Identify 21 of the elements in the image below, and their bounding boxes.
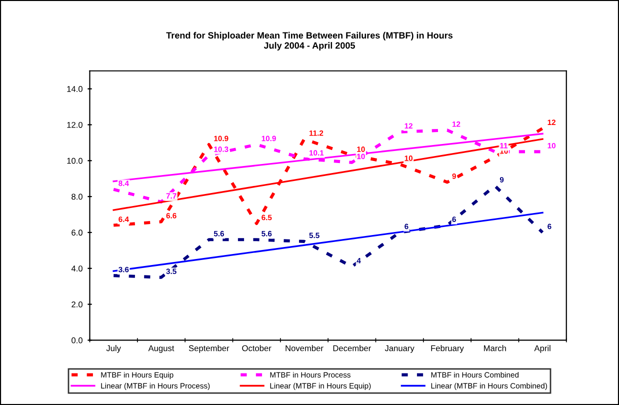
x-tick-label: February [431,345,464,353]
x-tick-label: October [242,345,272,352]
y-tick-label: 0.0 [72,337,82,344]
x-tick-label: December [333,345,371,352]
y-tick-label: 4.0 [71,266,82,272]
x-tick-label: November [286,345,324,352]
y-tick-label: 14.0 [67,86,82,92]
y-tick-label: 8.0 [72,194,82,200]
chart-subtitle: July 2004 - April 2005 [264,42,355,50]
y-tick-label: 10.0 [67,158,82,164]
y-tick-label: 12.0 [67,122,82,128]
line-series [112,184,544,279]
chart-title: Trend for Shiploader Mean Time Between Failures (MTBF) in Hours [166,32,453,40]
x-tick-label: August [148,345,174,353]
y-tick-label: 6.0 [72,230,82,236]
x-tick-label: September [188,345,230,353]
x-tick-label: July [106,345,121,353]
x-tick-label: March [484,345,506,352]
x-tick-label: January [384,345,414,353]
x-tick-label: April [534,345,550,353]
y-tick-label: 2.0 [72,301,82,308]
